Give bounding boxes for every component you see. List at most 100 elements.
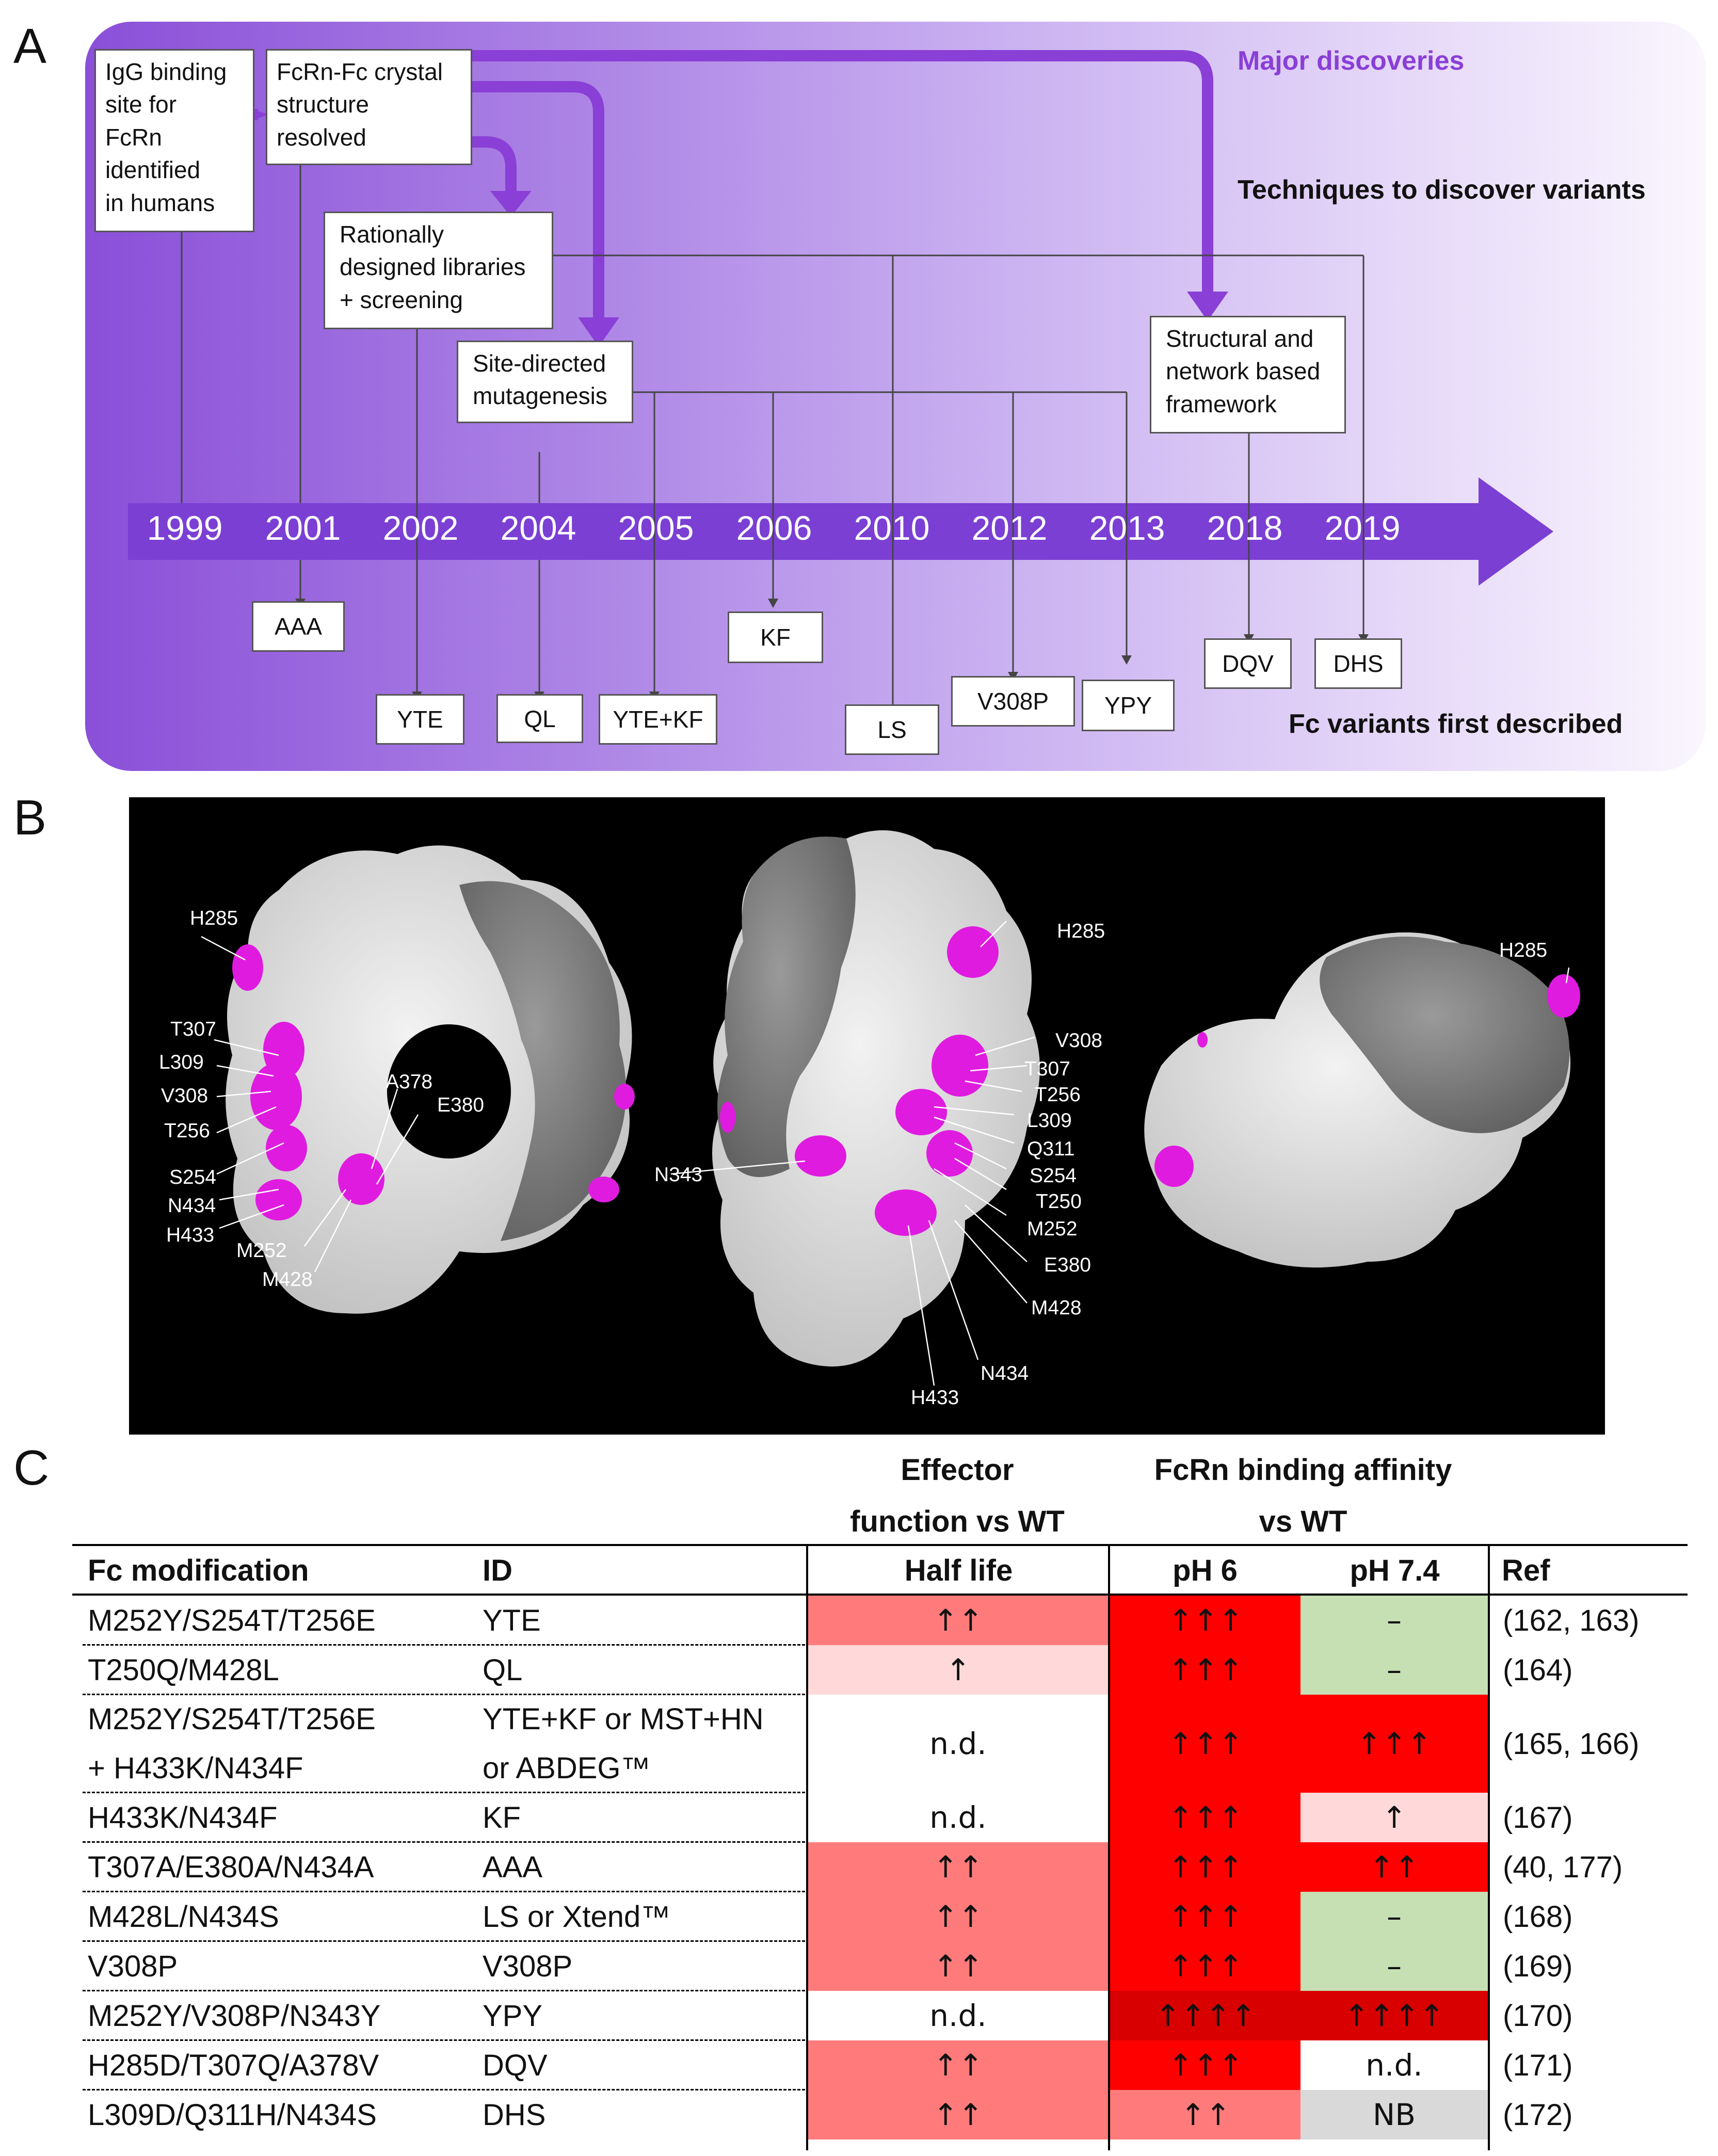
- column-header: Ref: [1502, 1554, 1550, 1587]
- residue-label: N434: [981, 1362, 1029, 1385]
- timeline-arrow: [128, 477, 1553, 586]
- id-cell: KF: [483, 1800, 521, 1835]
- techniques-label: Techniques to discover variants: [1238, 175, 1646, 205]
- id-cell: LS or Xtend™: [483, 1900, 671, 1934]
- box-igg-binding-site: IgG binding site for FcRn identified in …: [94, 49, 254, 232]
- residue-label: T307: [170, 1018, 216, 1040]
- fc-surface-rendering: [201, 830, 1580, 1386]
- year-label: 2010: [854, 509, 930, 547]
- ref-cell: (165, 166): [1503, 1727, 1640, 1761]
- id-cell: YTE+KF or MST+HN or ABDEG™: [483, 1695, 802, 1793]
- ref-cell: (164): [1503, 1653, 1573, 1687]
- year-label: 2006: [736, 509, 812, 547]
- row-separator: [83, 1792, 805, 1793]
- column-header: pH 6: [1173, 1554, 1238, 1587]
- ph6-cell: ↑↑↑: [1110, 1842, 1301, 1892]
- variant-box: DQV: [1204, 638, 1292, 689]
- ph74-cell: –: [1300, 1596, 1488, 1645]
- table-top-rule: [72, 1544, 1688, 1546]
- modification-line: M252Y/S254T/T256E: [88, 1702, 376, 1736]
- residue-label: T256: [164, 1120, 210, 1142]
- residue-label: H285: [1499, 939, 1548, 961]
- ph6-cell: ↑↑↑: [1110, 1892, 1301, 1941]
- box-crystal-structure: FcRn-Fc crystal structure resolved: [266, 49, 472, 165]
- major-discoveries-label: Major discoveries: [1238, 46, 1465, 76]
- year-label: 2001: [265, 509, 341, 547]
- variant-box: KF: [728, 612, 823, 663]
- table-header-rule: [72, 1594, 1688, 1596]
- residue-label: M428: [262, 1268, 313, 1291]
- column-header: Half life: [904, 1554, 1013, 1587]
- column-header: pH 7.4: [1350, 1554, 1440, 1587]
- half-life-cell: ↑↑: [808, 1842, 1108, 1892]
- group-header-effector: Effector: [901, 1453, 1014, 1487]
- id-line: or ABDEG™: [483, 1751, 651, 1785]
- row-separator: [83, 1990, 805, 1991]
- panel-c-letter: C: [13, 1440, 50, 1495]
- row-separator: [83, 1891, 805, 1892]
- half-life-cell: ↑↑: [808, 1941, 1108, 1991]
- ref-cell: (170): [1503, 1999, 1573, 2033]
- variant-box: DHS: [1314, 638, 1402, 689]
- column-divider: [1488, 1544, 1490, 2150]
- ph6-cell: ↑↑↑: [1110, 1793, 1301, 1842]
- residue-label: M252: [1027, 1218, 1078, 1240]
- residue-label: H285: [190, 907, 238, 929]
- id-cell: YTE: [483, 1603, 541, 1637]
- half-life-cell: n.d.: [808, 1991, 1108, 2040]
- residue-label: T307: [1024, 1058, 1070, 1080]
- ph6-cell: ↑↑↑: [1110, 1645, 1301, 1695]
- ph74-cell: –: [1300, 1645, 1488, 1695]
- ph6-cell: ↑↑: [1110, 2090, 1301, 2139]
- modification-cell: H285D/T307Q/A378V: [88, 2048, 379, 2082]
- ph74-cell: ↑↑↑↑: [1300, 1991, 1488, 2040]
- id-cell: QL: [483, 1653, 523, 1687]
- modification-cell: T307A/E380A/N434A: [88, 1850, 374, 1884]
- half-life-cell: ↑↑: [808, 2090, 1108, 2139]
- ph6-cell: ↑↑↑: [1110, 1941, 1301, 1991]
- ph74-cell: ↑↑↑: [1300, 1695, 1488, 1793]
- modification-cell: H433K/N434F: [88, 1800, 278, 1835]
- variants-described-label: Fc variants first described: [1289, 709, 1623, 739]
- variant-box: AAA: [252, 601, 345, 652]
- protein-structure-panel: H285 T307 L309 V308 T256 S254 N434 H433 …: [129, 797, 1605, 1435]
- ph6-cell: ↑↑↑: [1110, 1596, 1301, 1645]
- ref-cell: (40, 177): [1503, 1850, 1623, 1884]
- half-life-cell: n.d.: [808, 1793, 1108, 1842]
- box-rational-design: Rationally designed libraries + screenin…: [324, 212, 553, 329]
- residue-label: E380: [437, 1094, 485, 1116]
- modification-cell: M252Y/S254T/T256E + H433K/N434F: [88, 1695, 480, 1793]
- timeline-background: [85, 22, 1706, 771]
- residue-label: M428: [1031, 1297, 1082, 1319]
- residue-label: N343: [654, 1164, 703, 1186]
- ph74-cell: ↑: [1300, 1793, 1488, 1842]
- ref-cell: (169): [1503, 1949, 1573, 1983]
- year-label: 2013: [1089, 509, 1165, 547]
- half-life-cell: ↑↑: [808, 2040, 1108, 2090]
- ref-cell: (172): [1503, 2098, 1573, 2132]
- residue-label: H285: [1057, 920, 1105, 942]
- panel-b-letter: B: [13, 790, 47, 845]
- ph74-cell: –: [1300, 1941, 1488, 1991]
- residue-label: V308: [161, 1085, 208, 1107]
- row-separator: [83, 2089, 805, 2090]
- variant-box: YTE+KF: [599, 694, 717, 745]
- variant-box: V308P: [951, 676, 1075, 727]
- residue-label: T250: [1036, 1190, 1082, 1213]
- column-divider: [1108, 1544, 1110, 2150]
- box-site-directed: Site-directed mutagenesis: [457, 341, 633, 423]
- year-label: 2004: [500, 509, 576, 547]
- row-separator: [83, 2039, 805, 2041]
- box-structural-framework: Structural and network based framework: [1150, 316, 1346, 433]
- residue-label: H433: [911, 1387, 959, 1409]
- year-label: 2018: [1207, 509, 1283, 547]
- variant-box: LS: [845, 704, 939, 755]
- residue-label: V308: [1055, 1029, 1103, 1052]
- left-fc-view: [226, 845, 635, 1314]
- residue-label: S254: [1030, 1165, 1077, 1187]
- half-life-cell: ↑↑: [808, 1892, 1108, 1941]
- residue-label: H433: [166, 1224, 215, 1246]
- id-cell: V308P: [483, 1949, 573, 1983]
- modification-cell: T250Q/M428L: [88, 1653, 279, 1687]
- middle-fc-view: [712, 830, 1040, 1367]
